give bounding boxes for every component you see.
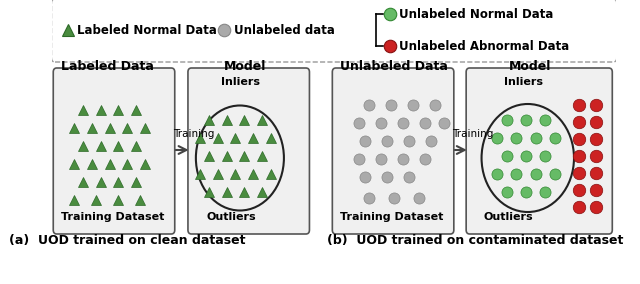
Text: (b)  UOD trained on contaminated dataset: (b) UOD trained on contaminated dataset <box>327 234 623 247</box>
Text: Unlabeled Normal Data: Unlabeled Normal Data <box>399 7 554 20</box>
Text: (a)  UOD trained on clean dataset: (a) UOD trained on clean dataset <box>9 234 246 247</box>
Text: Unlabeled data: Unlabeled data <box>234 24 335 37</box>
Text: Inliers: Inliers <box>221 77 260 87</box>
FancyBboxPatch shape <box>51 0 617 62</box>
Text: Outliers: Outliers <box>207 212 256 222</box>
Text: Training Dataset: Training Dataset <box>61 212 164 222</box>
Text: Model: Model <box>508 60 551 73</box>
Text: Training Dataset: Training Dataset <box>340 212 444 222</box>
FancyBboxPatch shape <box>53 68 175 234</box>
Text: Unlabeled Abnormal Data: Unlabeled Abnormal Data <box>399 39 570 53</box>
Text: Model: Model <box>224 60 266 73</box>
Text: Labeled Normal Data: Labeled Normal Data <box>77 24 217 37</box>
FancyBboxPatch shape <box>332 68 454 234</box>
FancyBboxPatch shape <box>188 68 310 234</box>
Text: Outliers: Outliers <box>484 212 533 222</box>
Text: Unlabeled Data: Unlabeled Data <box>340 60 448 73</box>
Text: Training: Training <box>173 129 214 139</box>
Text: Training: Training <box>452 129 493 139</box>
Text: Inliers: Inliers <box>504 77 543 87</box>
Text: Labeled Data: Labeled Data <box>61 60 154 73</box>
FancyBboxPatch shape <box>466 68 612 234</box>
